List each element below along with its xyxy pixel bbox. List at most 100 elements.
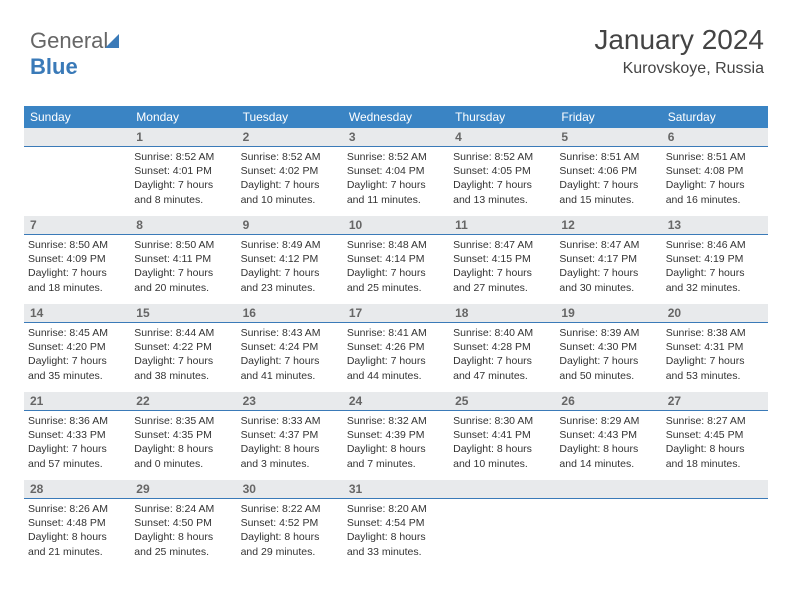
- calendar-week-row: 14Sunrise: 8:45 AMSunset: 4:20 PMDayligh…: [24, 304, 768, 392]
- weekday-header: Saturday: [662, 106, 768, 128]
- sunrise-line: Sunrise: 8:51 AM: [666, 150, 764, 164]
- day-number: 27: [662, 392, 768, 411]
- calendar-day-cell: 7Sunrise: 8:50 AMSunset: 4:09 PMDaylight…: [24, 216, 130, 304]
- calendar-day-cell: 10Sunrise: 8:48 AMSunset: 4:14 PMDayligh…: [343, 216, 449, 304]
- sunset-line: Sunset: 4:43 PM: [559, 428, 657, 442]
- daylight-line: Daylight: 7 hours and 25 minutes.: [347, 266, 445, 294]
- sunrise-line: Sunrise: 8:49 AM: [241, 238, 339, 252]
- sunset-line: Sunset: 4:01 PM: [134, 164, 232, 178]
- daylight-line: Daylight: 8 hours and 7 minutes.: [347, 442, 445, 470]
- daylight-line: Daylight: 8 hours and 0 minutes.: [134, 442, 232, 470]
- day-content: Sunrise: 8:27 AMSunset: 4:45 PMDaylight:…: [662, 411, 768, 477]
- sunset-line: Sunset: 4:54 PM: [347, 516, 445, 530]
- daylight-line: Daylight: 7 hours and 41 minutes.: [241, 354, 339, 382]
- sunset-line: Sunset: 4:24 PM: [241, 340, 339, 354]
- day-number: 9: [237, 216, 343, 235]
- daylight-line: Daylight: 7 hours and 8 minutes.: [134, 178, 232, 206]
- calendar-day-cell: 31Sunrise: 8:20 AMSunset: 4:54 PMDayligh…: [343, 480, 449, 568]
- day-content: Sunrise: 8:52 AMSunset: 4:02 PMDaylight:…: [237, 147, 343, 213]
- day-number: 28: [24, 480, 130, 499]
- daylight-line: Daylight: 7 hours and 32 minutes.: [666, 266, 764, 294]
- day-number: 31: [343, 480, 449, 499]
- daylight-line: Daylight: 7 hours and 57 minutes.: [28, 442, 126, 470]
- sunset-line: Sunset: 4:12 PM: [241, 252, 339, 266]
- daylight-line: Daylight: 8 hours and 14 minutes.: [559, 442, 657, 470]
- sunset-line: Sunset: 4:19 PM: [666, 252, 764, 266]
- day-number: 12: [555, 216, 661, 235]
- daylight-line: Daylight: 7 hours and 13 minutes.: [453, 178, 551, 206]
- sunset-line: Sunset: 4:15 PM: [453, 252, 551, 266]
- day-number: 13: [662, 216, 768, 235]
- sunset-line: Sunset: 4:52 PM: [241, 516, 339, 530]
- sunset-line: Sunset: 4:41 PM: [453, 428, 551, 442]
- day-content: Sunrise: 8:46 AMSunset: 4:19 PMDaylight:…: [662, 235, 768, 301]
- daylight-line: Daylight: 7 hours and 30 minutes.: [559, 266, 657, 294]
- day-number: 8: [130, 216, 236, 235]
- logo: General Blue: [30, 28, 119, 80]
- calendar-day-cell: 2Sunrise: 8:52 AMSunset: 4:02 PMDaylight…: [237, 128, 343, 216]
- daylight-line: Daylight: 7 hours and 15 minutes.: [559, 178, 657, 206]
- day-number: 20: [662, 304, 768, 323]
- calendar-day-cell: 14Sunrise: 8:45 AMSunset: 4:20 PMDayligh…: [24, 304, 130, 392]
- sunset-line: Sunset: 4:45 PM: [666, 428, 764, 442]
- sunset-line: Sunset: 4:22 PM: [134, 340, 232, 354]
- weekday-header: Wednesday: [343, 106, 449, 128]
- weekday-header: Tuesday: [237, 106, 343, 128]
- calendar-day-cell: 9Sunrise: 8:49 AMSunset: 4:12 PMDaylight…: [237, 216, 343, 304]
- day-content: Sunrise: 8:49 AMSunset: 4:12 PMDaylight:…: [237, 235, 343, 301]
- sunrise-line: Sunrise: 8:52 AM: [347, 150, 445, 164]
- calendar-day-cell: 22Sunrise: 8:35 AMSunset: 4:35 PMDayligh…: [130, 392, 236, 480]
- calendar-day-cell: 17Sunrise: 8:41 AMSunset: 4:26 PMDayligh…: [343, 304, 449, 392]
- daylight-line: Daylight: 7 hours and 23 minutes.: [241, 266, 339, 294]
- sunset-line: Sunset: 4:09 PM: [28, 252, 126, 266]
- day-content: Sunrise: 8:52 AMSunset: 4:04 PMDaylight:…: [343, 147, 449, 213]
- daylight-line: Daylight: 7 hours and 44 minutes.: [347, 354, 445, 382]
- sunrise-line: Sunrise: 8:50 AM: [134, 238, 232, 252]
- sunset-line: Sunset: 4:35 PM: [134, 428, 232, 442]
- day-number: 26: [555, 392, 661, 411]
- daylight-line: Daylight: 7 hours and 53 minutes.: [666, 354, 764, 382]
- sunrise-line: Sunrise: 8:32 AM: [347, 414, 445, 428]
- sunrise-line: Sunrise: 8:52 AM: [241, 150, 339, 164]
- calendar-week-row: 1Sunrise: 8:52 AMSunset: 4:01 PMDaylight…: [24, 128, 768, 216]
- day-content: Sunrise: 8:52 AMSunset: 4:05 PMDaylight:…: [449, 147, 555, 213]
- calendar-table: SundayMondayTuesdayWednesdayThursdayFrid…: [24, 106, 768, 568]
- weekday-header-row: SundayMondayTuesdayWednesdayThursdayFrid…: [24, 106, 768, 128]
- day-content: Sunrise: 8:20 AMSunset: 4:54 PMDaylight:…: [343, 499, 449, 565]
- sunrise-line: Sunrise: 8:41 AM: [347, 326, 445, 340]
- daylight-line: Daylight: 7 hours and 20 minutes.: [134, 266, 232, 294]
- day-number: 19: [555, 304, 661, 323]
- day-content: Sunrise: 8:39 AMSunset: 4:30 PMDaylight:…: [555, 323, 661, 389]
- sunset-line: Sunset: 4:30 PM: [559, 340, 657, 354]
- day-number: [24, 128, 130, 147]
- day-content: Sunrise: 8:32 AMSunset: 4:39 PMDaylight:…: [343, 411, 449, 477]
- day-number: 16: [237, 304, 343, 323]
- sunset-line: Sunset: 4:02 PM: [241, 164, 339, 178]
- day-content: Sunrise: 8:43 AMSunset: 4:24 PMDaylight:…: [237, 323, 343, 389]
- calendar-day-cell: 3Sunrise: 8:52 AMSunset: 4:04 PMDaylight…: [343, 128, 449, 216]
- sunrise-line: Sunrise: 8:50 AM: [28, 238, 126, 252]
- day-number: 10: [343, 216, 449, 235]
- calendar-week-row: 7Sunrise: 8:50 AMSunset: 4:09 PMDaylight…: [24, 216, 768, 304]
- day-content: Sunrise: 8:22 AMSunset: 4:52 PMDaylight:…: [237, 499, 343, 565]
- day-number: 15: [130, 304, 236, 323]
- calendar-day-cell: 16Sunrise: 8:43 AMSunset: 4:24 PMDayligh…: [237, 304, 343, 392]
- day-number: 7: [24, 216, 130, 235]
- logo-text-1: General: [30, 28, 108, 53]
- day-content: Sunrise: 8:51 AMSunset: 4:08 PMDaylight:…: [662, 147, 768, 213]
- day-number: 4: [449, 128, 555, 147]
- calendar-day-cell: 19Sunrise: 8:39 AMSunset: 4:30 PMDayligh…: [555, 304, 661, 392]
- weekday-header: Thursday: [449, 106, 555, 128]
- day-content: Sunrise: 8:24 AMSunset: 4:50 PMDaylight:…: [130, 499, 236, 565]
- calendar-day-cell: [662, 480, 768, 568]
- sunset-line: Sunset: 4:26 PM: [347, 340, 445, 354]
- sunset-line: Sunset: 4:48 PM: [28, 516, 126, 530]
- day-content: Sunrise: 8:30 AMSunset: 4:41 PMDaylight:…: [449, 411, 555, 477]
- day-number: 11: [449, 216, 555, 235]
- day-content: Sunrise: 8:47 AMSunset: 4:17 PMDaylight:…: [555, 235, 661, 301]
- calendar-day-cell: 18Sunrise: 8:40 AMSunset: 4:28 PMDayligh…: [449, 304, 555, 392]
- day-content: Sunrise: 8:29 AMSunset: 4:43 PMDaylight:…: [555, 411, 661, 477]
- calendar-day-cell: 11Sunrise: 8:47 AMSunset: 4:15 PMDayligh…: [449, 216, 555, 304]
- sunrise-line: Sunrise: 8:45 AM: [28, 326, 126, 340]
- day-number: 30: [237, 480, 343, 499]
